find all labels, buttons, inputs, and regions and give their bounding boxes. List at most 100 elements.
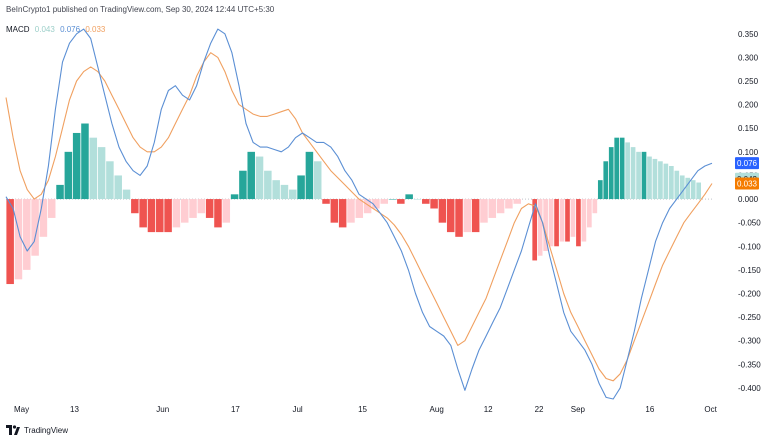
histogram-bar [322,199,330,204]
histogram-bar [565,199,570,242]
histogram-bar [289,189,297,200]
macd-legend: MACD 0.043 0.076 0.033 [6,25,108,34]
footer-brand: TradingView [6,425,68,435]
histogram-bar [641,151,647,200]
histogram-bar [413,199,422,200]
histogram-bar [47,199,56,218]
histogram-bar [463,199,472,233]
y-tick-label: -0.300 [738,337,761,346]
histogram-bar [446,199,455,233]
histogram-bar [372,199,380,209]
signal-value-badge [735,177,759,190]
histogram-bar [625,142,630,200]
y-tick-label: -0.250 [738,313,761,322]
histogram-bar [89,137,98,200]
histogram-bar [496,199,505,214]
histogram-bar [388,199,397,200]
legend-macd-value: 0.076 [60,25,81,34]
macd-line [5,28,713,400]
histogram-bar [81,123,89,200]
histogram-bar [647,156,652,200]
y-tick-label: -0.050 [738,219,761,228]
chart-attribution: BeInCrypto1 published on TradingView.com… [6,5,275,14]
histogram-bar [652,158,658,200]
y-tick-label: -0.150 [738,266,761,275]
histogram-bar [106,161,114,200]
x-tick-label: Aug [430,405,444,414]
histogram-bar [597,180,603,200]
histogram-bar [56,184,64,200]
histogram-bar [6,199,14,285]
histogram-bar [363,199,372,214]
histogram-bar [480,199,488,223]
histogram-bar [338,199,347,228]
histogram-bar [614,137,620,200]
y-tick-label: 0.200 [738,101,759,110]
histogram-bar [313,161,322,200]
histogram-bar [255,156,264,200]
histogram-bar [422,199,430,204]
histogram-bar [685,177,691,200]
histogram-bar [658,161,663,200]
histogram-bar [72,132,81,200]
histogram-bar [180,199,189,223]
histogram-bar [297,175,305,200]
histogram-bar [674,170,680,200]
x-tick-label: 12 [484,405,493,414]
histogram-bar [197,199,206,214]
y-tick-label: -0.100 [738,242,761,251]
macd-value-badge [735,157,759,170]
histogram-bar [214,199,222,228]
y-tick-label: 0.300 [738,53,759,62]
histogram-bar [247,151,255,200]
histogram-bar [471,199,480,233]
histogram-bar [380,199,388,204]
histogram-bar [39,199,48,237]
histogram-bar [679,175,685,200]
histogram-bar [397,199,405,204]
histogram-bar [164,199,172,233]
histogram-bar [205,199,214,218]
legend-histogram-value: 0.043 [34,25,55,34]
x-tick-label: Sep [571,405,586,414]
histogram-bar [488,199,497,218]
histogram-bar [559,199,565,242]
histogram-bar [131,199,139,214]
histogram-bar [31,199,39,256]
histogram-bar [548,199,554,247]
histogram-bar [554,199,559,247]
histogram-bar [239,170,247,200]
y-tick-label: 0.000 [738,195,759,204]
y-tick-label: -0.400 [738,384,761,393]
x-tick-label: Jul [292,405,302,414]
x-tick-label: 17 [231,405,240,414]
histogram-bar [581,199,587,242]
histogram-bar [576,199,581,247]
signal-line [5,52,713,382]
y-tick-label: -0.350 [738,360,761,369]
x-tick-label: Jun [156,405,169,414]
x-tick-label: 15 [358,405,367,414]
histogram-bar [630,147,636,200]
histogram-bar [222,199,231,223]
y-tick-label: -0.200 [738,289,761,298]
histogram-bar [663,163,669,200]
histogram-bar [97,147,106,200]
legend-indicator-name: MACD [6,25,30,34]
histogram-bar [405,194,413,200]
histogram-bar [280,184,289,200]
tradingview-logo-icon [6,425,20,435]
histogram-bar [505,199,513,209]
x-tick-label: 13 [70,405,79,414]
histogram-bar [347,199,355,223]
histogram-bar [603,161,609,200]
histogram-bar [14,199,23,280]
histogram-bar [172,199,181,228]
histogram-bar [543,199,548,251]
histogram-bar [189,199,197,218]
histogram-bar [690,180,696,200]
histogram-bar [330,199,339,223]
x-tick-label: 16 [645,405,654,414]
histogram-bar [636,151,641,200]
